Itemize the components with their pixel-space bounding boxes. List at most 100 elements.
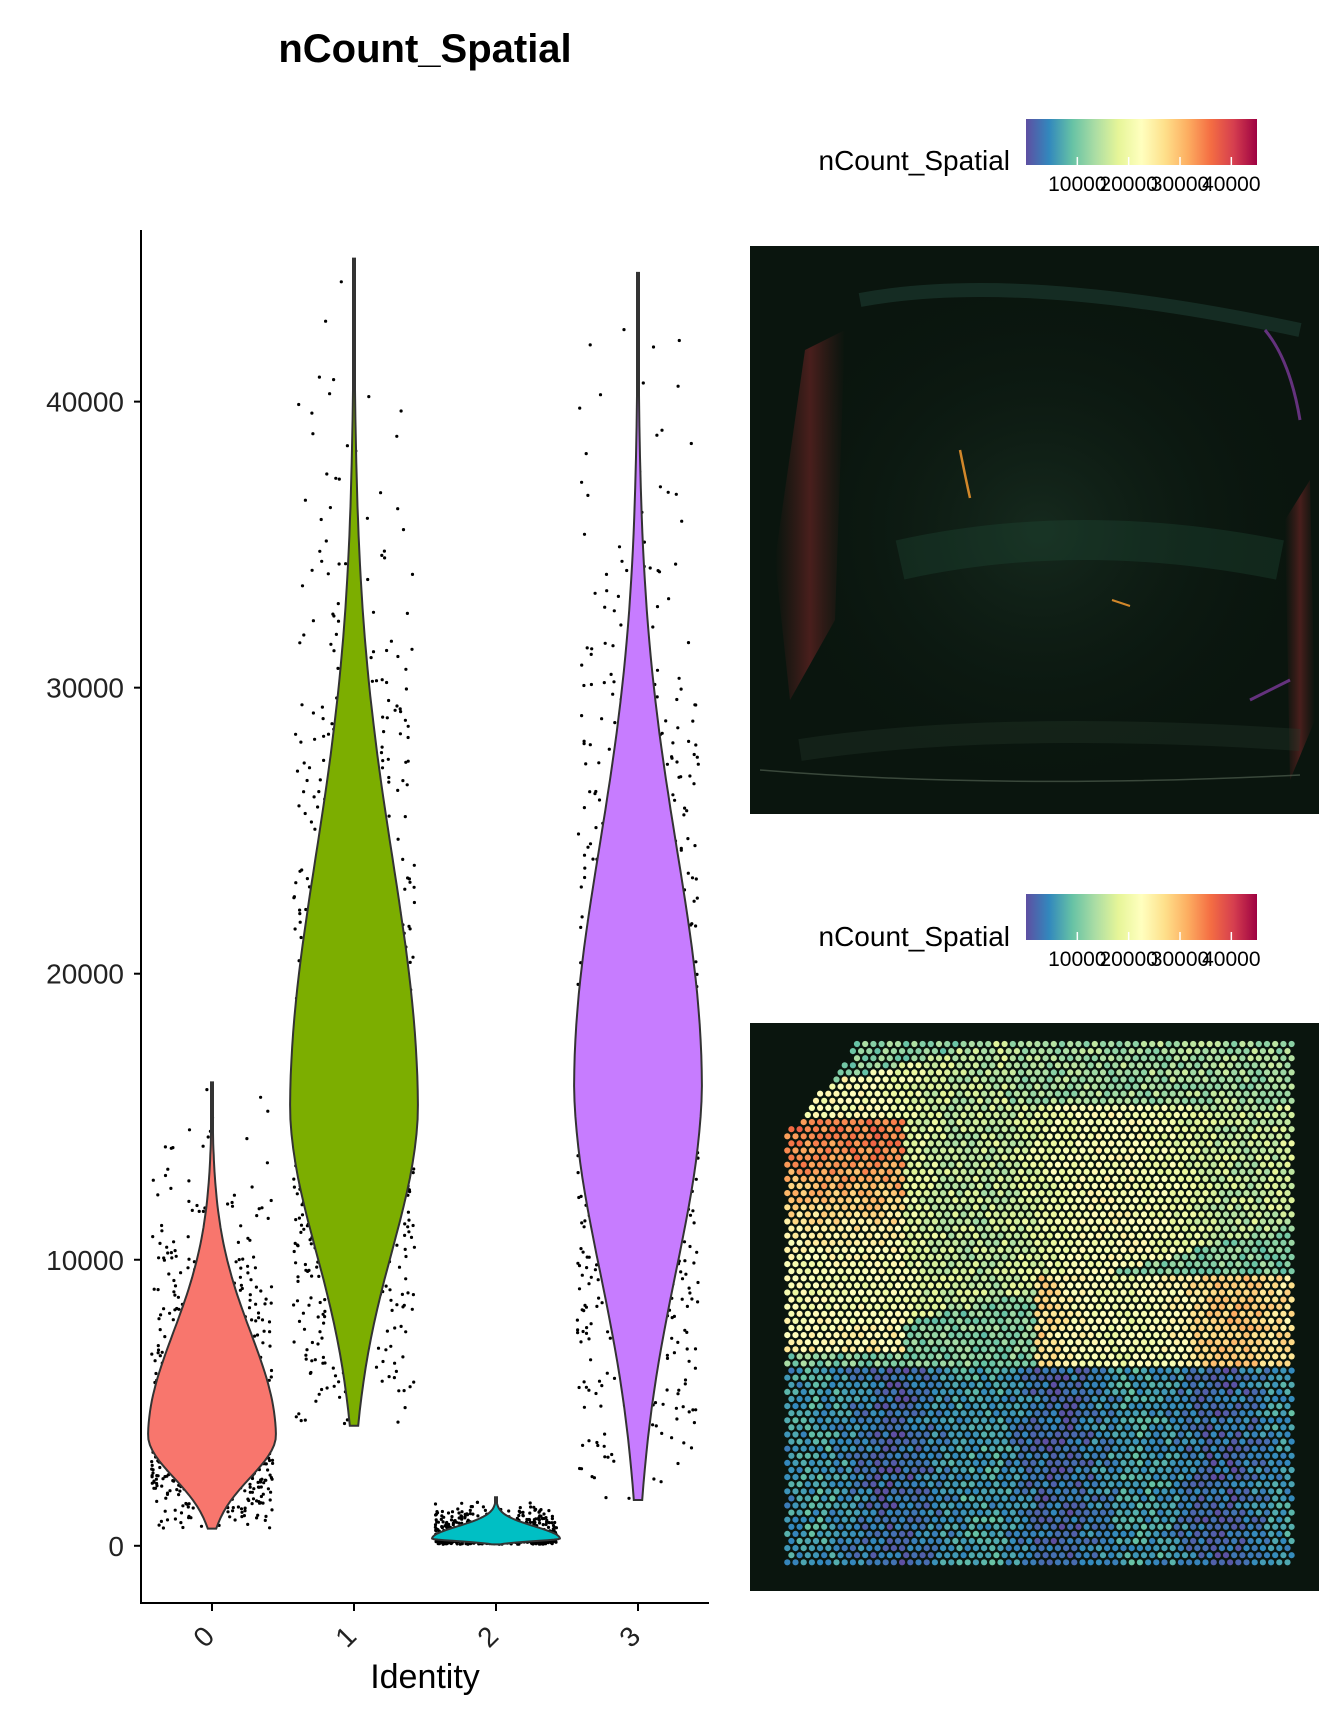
spatial-spot <box>927 1069 934 1076</box>
spatial-spot <box>1222 1154 1230 1161</box>
jitter-point <box>345 444 349 448</box>
spatial-spot <box>972 1133 980 1140</box>
spatial-spot <box>935 1055 943 1062</box>
jitter-point <box>243 1506 247 1510</box>
spatial-spot <box>989 1104 996 1111</box>
spatial-spot <box>866 1147 873 1154</box>
jitter-point <box>440 1509 444 1514</box>
spatial-spot <box>1218 1090 1225 1097</box>
spatial-spot <box>1067 1168 1074 1175</box>
spatial-spot <box>1263 1140 1271 1147</box>
spatial-spot <box>845 1111 852 1119</box>
spatial-spot <box>1268 1147 1275 1154</box>
jitter-point <box>675 697 679 702</box>
spatial-spot <box>874 1204 881 1211</box>
spatial-spot <box>882 1119 889 1126</box>
legend-bottom-colorbar <box>1026 894 1257 940</box>
spatial-spot <box>870 1083 877 1090</box>
spatial-spot <box>825 1175 832 1182</box>
jitter-point <box>603 1455 607 1459</box>
spatial-spot <box>1181 1182 1189 1190</box>
spatial-spot <box>1247 1182 1254 1190</box>
jitter-point <box>400 1292 404 1296</box>
spatial-spot <box>1083 1182 1090 1190</box>
jitter-point <box>651 625 655 629</box>
spatial-spot <box>1153 1147 1160 1154</box>
jitter-point <box>309 820 313 824</box>
spatial-spot <box>952 1097 959 1104</box>
spatial-spot <box>1263 1083 1271 1090</box>
spatial-spot <box>1169 1133 1176 1140</box>
spatial-spot <box>1013 1119 1021 1126</box>
spatial-spot <box>1120 1062 1127 1069</box>
y-tick-label: 10000 <box>46 1245 124 1276</box>
spatial-spot <box>1243 1175 1250 1182</box>
spatial-spot <box>1153 1133 1160 1140</box>
spatial-spot <box>903 1083 910 1090</box>
spatial-spot <box>1005 1204 1012 1211</box>
spatial-spot <box>1104 1175 1111 1182</box>
spatial-spot <box>1173 1069 1180 1076</box>
legend-tick-label: 10000 <box>1048 948 1106 971</box>
spatial-spot <box>808 1104 816 1111</box>
spatial-spot <box>1042 1069 1049 1076</box>
spatial-spot <box>1087 1190 1094 1197</box>
spatial-spot <box>948 1076 955 1083</box>
spatial-spot <box>1210 1204 1217 1211</box>
jitter-point <box>577 1287 582 1291</box>
spatial-spot <box>1227 1204 1234 1211</box>
jitter-point <box>587 1337 591 1341</box>
spatial-spot <box>890 1161 898 1168</box>
spatial-spot <box>931 1062 939 1069</box>
jitter-point <box>334 632 338 637</box>
spatial-spot <box>1104 1190 1111 1197</box>
spatial-spot <box>1177 1062 1184 1069</box>
spatial-spot <box>882 1048 889 1055</box>
spatial-spot <box>1075 1111 1082 1119</box>
spatial-spot <box>1181 1140 1189 1147</box>
jitter-point <box>268 1526 272 1530</box>
spatial-spot <box>981 1062 988 1069</box>
jitter-point <box>439 1517 443 1521</box>
spatial-spot <box>792 1147 799 1154</box>
spatial-spot <box>1034 1055 1041 1062</box>
spatial-spot <box>1108 1111 1115 1119</box>
jitter-point <box>460 1542 464 1546</box>
jitter-point <box>688 1213 693 1217</box>
jitter-point <box>620 559 624 563</box>
spatial-spot <box>1247 1168 1254 1175</box>
spatial-spot <box>993 1097 1000 1104</box>
spatial-spot <box>1087 1119 1094 1126</box>
spatial-spot <box>981 1175 988 1182</box>
spatial-spot <box>1050 1197 1057 1204</box>
spatial-spot <box>1263 1126 1271 1133</box>
spatial-spot <box>1198 1211 1205 1218</box>
spatial-spot <box>1247 1211 1254 1218</box>
spatial-spot <box>1202 1190 1209 1197</box>
spatial-spot <box>1210 1104 1217 1111</box>
spatial-spot <box>1001 1182 1008 1190</box>
spatial-spot <box>882 1062 889 1069</box>
spatial-spot <box>1022 1204 1029 1211</box>
jitter-point <box>152 1287 156 1291</box>
jitter-point <box>460 1517 464 1521</box>
spatial-spot <box>1009 1168 1016 1175</box>
jitter-point <box>605 1371 609 1375</box>
jitter-point <box>689 1446 694 1450</box>
jitter-point <box>687 1286 691 1290</box>
spatial-spot <box>993 1126 1000 1133</box>
spatial-spot <box>878 1069 885 1076</box>
jitter-point <box>168 1311 172 1315</box>
spatial-spot <box>874 1076 881 1083</box>
spatial-spot <box>1288 1154 1295 1161</box>
spatial-spot <box>1153 1190 1160 1197</box>
spatial-spot <box>845 1154 852 1161</box>
spatial-spot <box>1251 1119 1258 1126</box>
spatial-spot <box>1124 1040 1131 1048</box>
jitter-point <box>252 1487 256 1491</box>
jitter-point <box>612 680 616 684</box>
spatial-spot <box>1161 1133 1168 1140</box>
spatial-spot <box>1190 1069 1197 1076</box>
jitter-point <box>380 745 384 749</box>
jitter-point <box>173 1508 177 1512</box>
